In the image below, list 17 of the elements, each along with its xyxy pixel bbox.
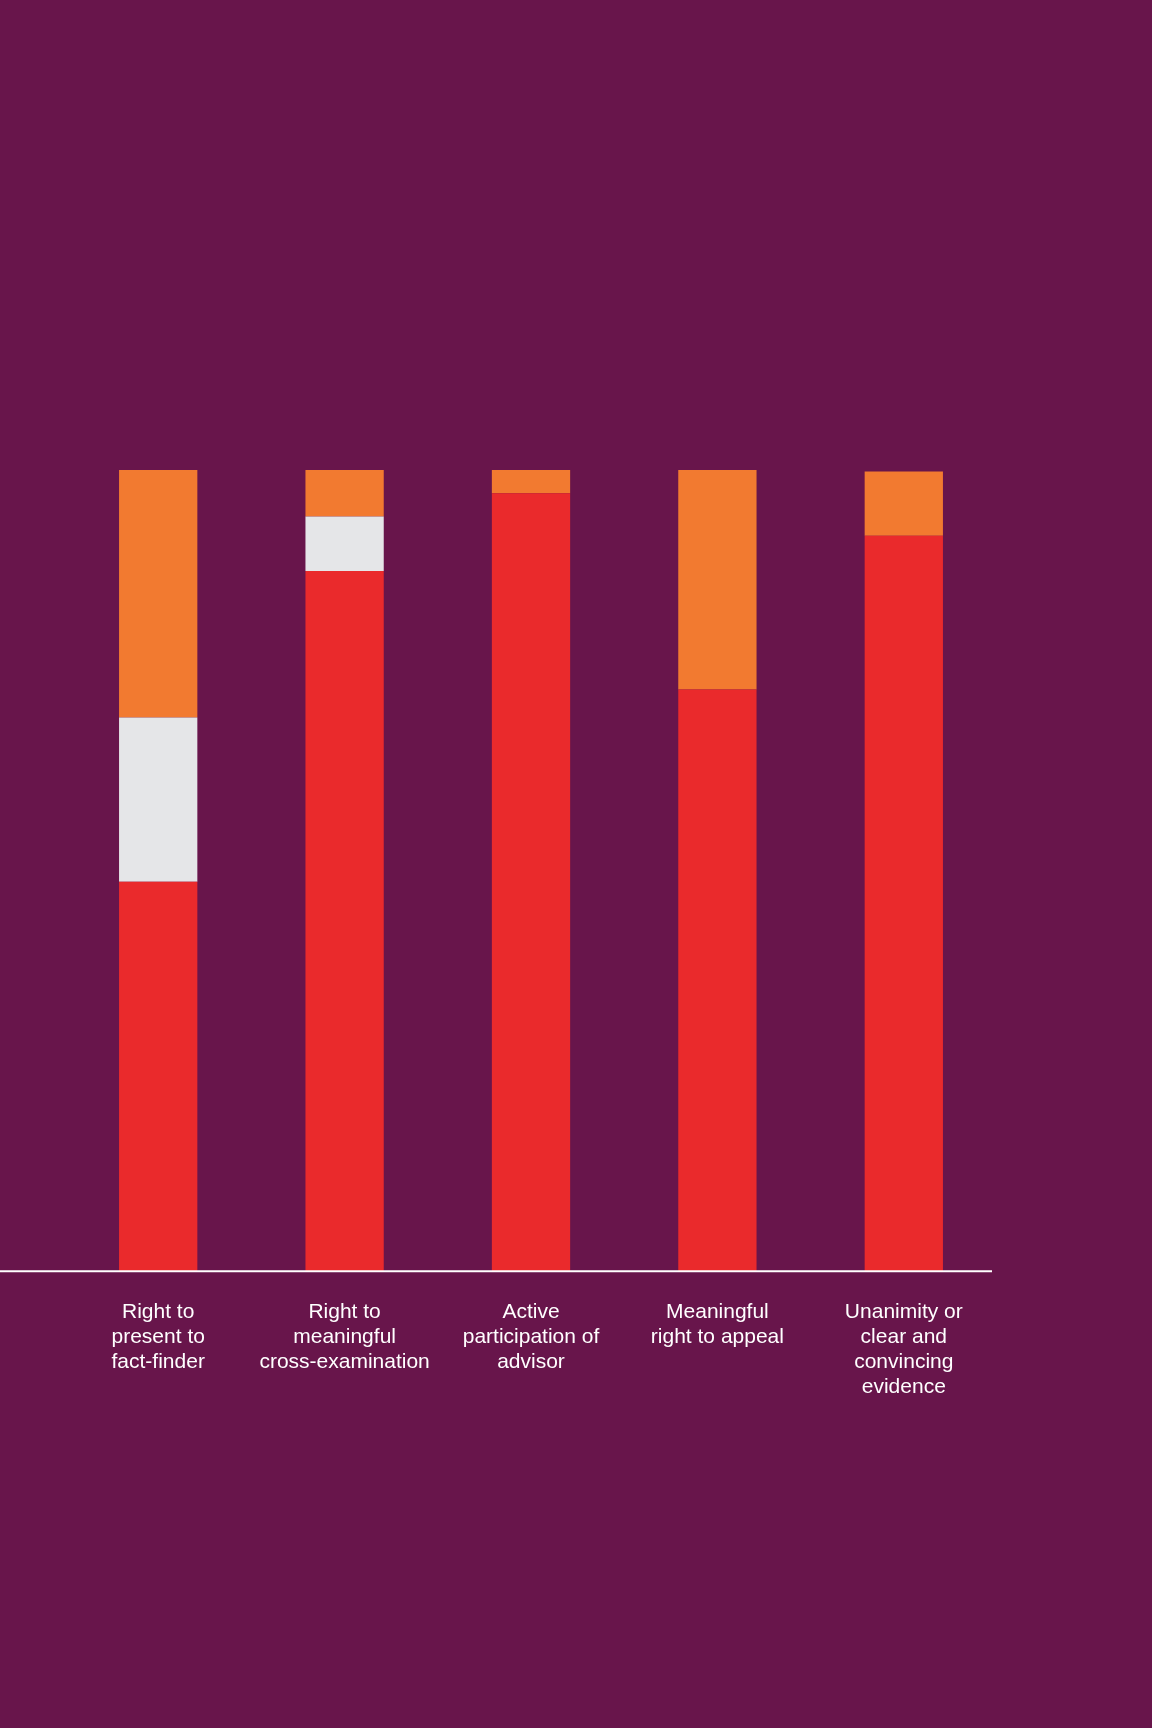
- x-tick-label: Meaningful right to appeal: [650, 1298, 784, 1347]
- bar: [119, 717, 198, 882]
- x-tick-label: Right to present to fact-finder: [111, 1298, 205, 1372]
- bar: [678, 689, 757, 1272]
- x-tick-label: Right to meaningful cross-examination: [259, 1298, 430, 1372]
- bar: [119, 881, 198, 1272]
- bar: [491, 470, 571, 494]
- bar: [491, 493, 571, 1272]
- bar: [305, 470, 384, 517]
- bar: [864, 535, 943, 1272]
- bar: [678, 470, 757, 690]
- bar: [305, 570, 384, 1272]
- bar: [305, 516, 384, 571]
- x-tick-label: Active participation of advisor: [462, 1298, 600, 1372]
- bar: [864, 471, 943, 536]
- x-tick-label: Unanimity or clear and convincing evidence: [844, 1298, 963, 1398]
- bar: [119, 470, 198, 718]
